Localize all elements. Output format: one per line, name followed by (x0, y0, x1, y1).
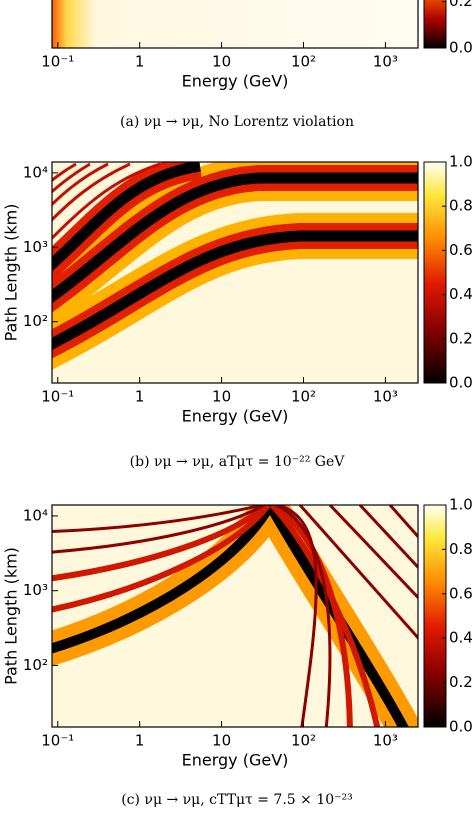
colorbar-tick-label: 0.8 (449, 197, 473, 215)
x-tick-label: 10³ (373, 53, 398, 71)
x-tick-label: 1 (135, 732, 145, 750)
colorbar-tick-label: 1.0 (449, 153, 473, 171)
y-tick-label: 10⁴ (23, 506, 48, 524)
x-tick-label: 10² (291, 732, 316, 750)
heatmap-image (52, 0, 418, 48)
y-tick-label: 10² (23, 312, 48, 330)
plot-frame (51, 504, 419, 728)
colorbar (423, 161, 447, 384)
x-tick-label: 10³ (373, 732, 398, 750)
colorbar-tick-label: 1.0 (449, 496, 473, 514)
colorbar-tick-label: 0.0 (449, 718, 473, 736)
colorbar (423, 0, 447, 49)
colorbar-tick-label: 0.2 (449, 329, 473, 347)
heatmap-image (52, 162, 418, 383)
y-axis-label: Path Length (km) (2, 204, 21, 342)
x-tick-label: 1 (135, 53, 145, 71)
heatmap-image (52, 505, 418, 727)
caption: (b) νμ → νμ, aTμτ = 10⁻²² GeV (130, 454, 346, 470)
x-axis-label: Energy (GeV) (182, 751, 289, 770)
colorbar-tick-label: 0.4 (449, 629, 473, 647)
plot-frame (51, 161, 419, 384)
colorbar (423, 504, 447, 728)
colorbar-tick-label: 0.2 (449, 673, 473, 691)
colorbar-tick-label: 0.8 (449, 540, 473, 558)
y-tick-label: 10³ (23, 581, 48, 599)
y-tick-label: 10⁴ (23, 163, 48, 181)
x-axis-label: Energy (GeV) (182, 72, 289, 91)
colorbar-tick-label: 0.4 (449, 285, 473, 303)
x-tick-label: 10 (212, 732, 231, 750)
plot-frame (51, 0, 419, 49)
x-tick-label: 1 (135, 388, 145, 406)
colorbar-tick-label: 0.0 (449, 39, 473, 57)
x-tick-label: 10 (212, 388, 231, 406)
x-tick-label: 10² (291, 53, 316, 71)
x-axis-label: Energy (GeV) (182, 407, 289, 426)
x-tick-label: 10³ (373, 388, 398, 406)
y-axis-label: Path Length (km) (2, 547, 21, 685)
x-tick-label: 10⁻¹ (41, 732, 74, 750)
y-tick-label: 10³ (23, 238, 48, 256)
y-tick-label: 10² (23, 656, 48, 674)
colorbar-tick-label: 0.0 (449, 374, 473, 392)
colorbar-tick-label: 0.6 (449, 584, 473, 602)
colorbar-tick-label: 0.2 (449, 0, 473, 10)
caption: (a) νμ → νμ, No Lorentz violation (120, 114, 354, 130)
x-tick-label: 10⁻¹ (41, 388, 74, 406)
colorbar-tick-label: 0.6 (449, 241, 473, 259)
x-tick-label: 10⁻¹ (41, 53, 74, 71)
x-tick-label: 10 (212, 53, 231, 71)
caption: (c) νμ → νμ, cTTμτ = 7.5 × 10⁻²³ (121, 792, 353, 808)
x-tick-label: 10² (291, 388, 316, 406)
